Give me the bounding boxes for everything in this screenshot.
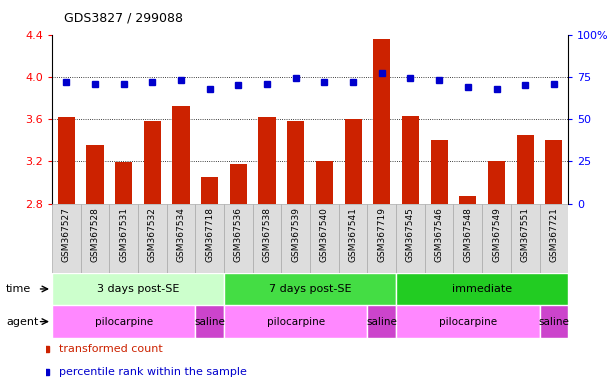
Text: 7 days post-SE: 7 days post-SE bbox=[269, 284, 351, 294]
Bar bbox=[115, 162, 132, 204]
Text: GSM367549: GSM367549 bbox=[492, 207, 501, 262]
Bar bbox=[310, 204, 338, 273]
Bar bbox=[86, 146, 104, 204]
Text: pilocarpine: pilocarpine bbox=[439, 316, 497, 327]
Bar bbox=[367, 204, 396, 273]
Text: GSM367532: GSM367532 bbox=[148, 207, 157, 262]
Text: 3 days post-SE: 3 days post-SE bbox=[97, 284, 179, 294]
Text: pilocarpine: pilocarpine bbox=[95, 316, 153, 327]
Bar bbox=[545, 140, 563, 204]
Bar bbox=[511, 204, 540, 273]
Text: GSM367548: GSM367548 bbox=[463, 207, 472, 262]
Text: GSM367718: GSM367718 bbox=[205, 207, 214, 262]
Bar bbox=[81, 204, 109, 273]
Bar bbox=[373, 39, 390, 204]
Bar bbox=[52, 305, 196, 338]
Bar bbox=[230, 164, 247, 204]
Text: GSM367528: GSM367528 bbox=[90, 207, 100, 262]
Text: saline: saline bbox=[367, 316, 397, 327]
Bar bbox=[138, 204, 167, 273]
Text: GSM367534: GSM367534 bbox=[177, 207, 186, 262]
Bar bbox=[482, 204, 511, 273]
Bar bbox=[540, 204, 568, 273]
Bar bbox=[459, 196, 477, 204]
Bar bbox=[224, 305, 367, 338]
Text: GSM367531: GSM367531 bbox=[119, 207, 128, 262]
Bar bbox=[224, 204, 253, 273]
Bar bbox=[52, 273, 224, 305]
Bar bbox=[109, 204, 138, 273]
Bar bbox=[396, 305, 540, 338]
Text: pilocarpine: pilocarpine bbox=[266, 316, 325, 327]
Bar bbox=[282, 204, 310, 273]
Bar bbox=[57, 117, 75, 204]
Bar bbox=[402, 116, 419, 204]
Bar bbox=[201, 177, 218, 204]
Text: GSM367527: GSM367527 bbox=[62, 207, 71, 262]
Text: immediate: immediate bbox=[452, 284, 512, 294]
Text: agent: agent bbox=[6, 316, 38, 327]
Text: GSM367540: GSM367540 bbox=[320, 207, 329, 262]
Bar bbox=[367, 305, 396, 338]
Bar bbox=[316, 161, 333, 204]
Text: GSM367538: GSM367538 bbox=[263, 207, 271, 262]
Bar bbox=[258, 117, 276, 204]
Bar bbox=[540, 305, 568, 338]
Bar bbox=[431, 140, 448, 204]
Text: GSM367545: GSM367545 bbox=[406, 207, 415, 262]
Text: GSM367721: GSM367721 bbox=[549, 207, 558, 262]
Text: GSM367536: GSM367536 bbox=[234, 207, 243, 262]
Bar bbox=[453, 204, 482, 273]
Text: GSM367541: GSM367541 bbox=[349, 207, 357, 262]
Bar bbox=[144, 121, 161, 204]
Text: GSM367539: GSM367539 bbox=[291, 207, 300, 262]
Bar bbox=[488, 161, 505, 204]
Bar bbox=[253, 204, 282, 273]
Bar bbox=[224, 273, 396, 305]
Text: saline: saline bbox=[194, 316, 225, 327]
Bar bbox=[338, 204, 367, 273]
Bar bbox=[345, 119, 362, 204]
Bar bbox=[196, 305, 224, 338]
Bar bbox=[196, 204, 224, 273]
Bar bbox=[517, 135, 534, 204]
Text: saline: saline bbox=[538, 316, 569, 327]
Text: GSM367719: GSM367719 bbox=[377, 207, 386, 262]
Text: GSM367551: GSM367551 bbox=[521, 207, 530, 262]
Bar bbox=[287, 121, 304, 204]
Text: percentile rank within the sample: percentile rank within the sample bbox=[59, 367, 247, 377]
Text: time: time bbox=[6, 284, 31, 294]
Text: transformed count: transformed count bbox=[59, 344, 163, 354]
Text: GSM367546: GSM367546 bbox=[434, 207, 444, 262]
Bar bbox=[396, 273, 568, 305]
Bar bbox=[172, 106, 189, 204]
Bar bbox=[396, 204, 425, 273]
Bar bbox=[425, 204, 453, 273]
Bar bbox=[52, 204, 81, 273]
Text: GDS3827 / 299088: GDS3827 / 299088 bbox=[64, 12, 183, 25]
Bar bbox=[167, 204, 196, 273]
